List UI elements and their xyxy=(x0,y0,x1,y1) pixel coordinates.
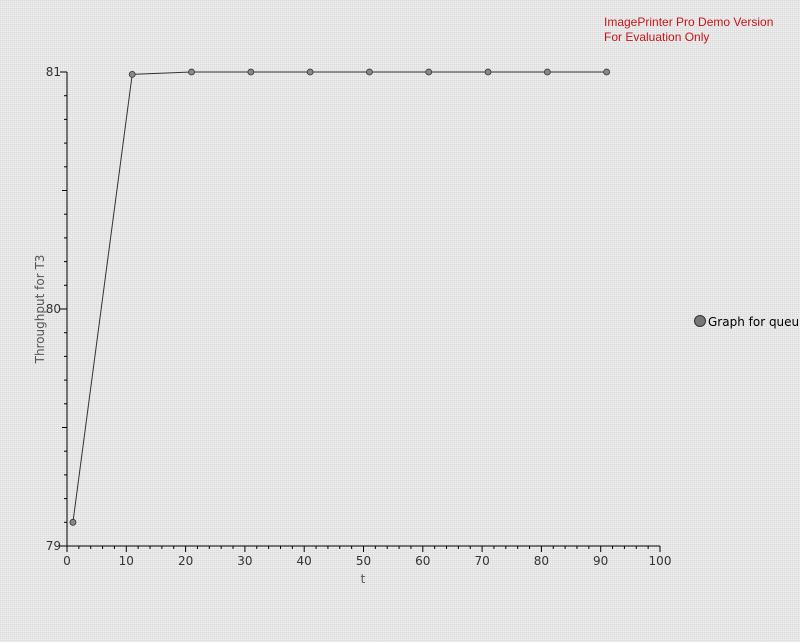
legend[interactable]: Graph for queu xyxy=(694,315,800,329)
y-ticks: 79 80 81 xyxy=(46,65,67,553)
x-axis-title: t xyxy=(361,572,366,586)
data-point xyxy=(543,68,551,76)
x-tick-label: 100 xyxy=(649,554,672,568)
x-tick-label: 40 xyxy=(297,554,312,568)
data-point xyxy=(69,518,77,526)
x-tick-label: 60 xyxy=(415,554,430,568)
data-point xyxy=(188,68,195,76)
data-point xyxy=(128,70,136,78)
series-line xyxy=(72,71,607,523)
y-tick-label: 79 xyxy=(46,539,61,553)
watermark: ImagePrinter Pro Demo Version For Evalua… xyxy=(604,15,773,45)
data-point xyxy=(366,68,373,76)
x-tick-label: 0 xyxy=(63,554,71,568)
y-axis-title: Throughput for T3 xyxy=(33,255,47,365)
data-point xyxy=(306,68,314,76)
y-tick-label: 81 xyxy=(46,65,61,79)
x-tick-label: 70 xyxy=(474,554,489,568)
series-group xyxy=(69,68,611,526)
data-point xyxy=(425,68,433,76)
x-tick-label: 50 xyxy=(356,554,371,568)
x-tick-label: 90 xyxy=(593,554,608,568)
legend-marker xyxy=(694,315,706,327)
data-point xyxy=(247,68,255,76)
x-ticks: 0 10 20 30 40 50 60 70 80 90 100 xyxy=(63,546,671,568)
x-tick-label: 20 xyxy=(178,554,193,568)
x-tick-label: 80 xyxy=(534,554,549,568)
watermark-line-2: For Evaluation Only xyxy=(604,30,710,44)
watermark-line-1: ImagePrinter Pro Demo Version xyxy=(604,15,774,29)
legend-label: Graph for queu xyxy=(708,315,799,329)
x-tick-label: 10 xyxy=(119,554,134,568)
axes xyxy=(66,72,660,547)
x-tick-label: 30 xyxy=(237,554,252,568)
data-point xyxy=(484,68,492,76)
data-point xyxy=(603,68,611,76)
y-tick-label: 80 xyxy=(46,302,61,316)
